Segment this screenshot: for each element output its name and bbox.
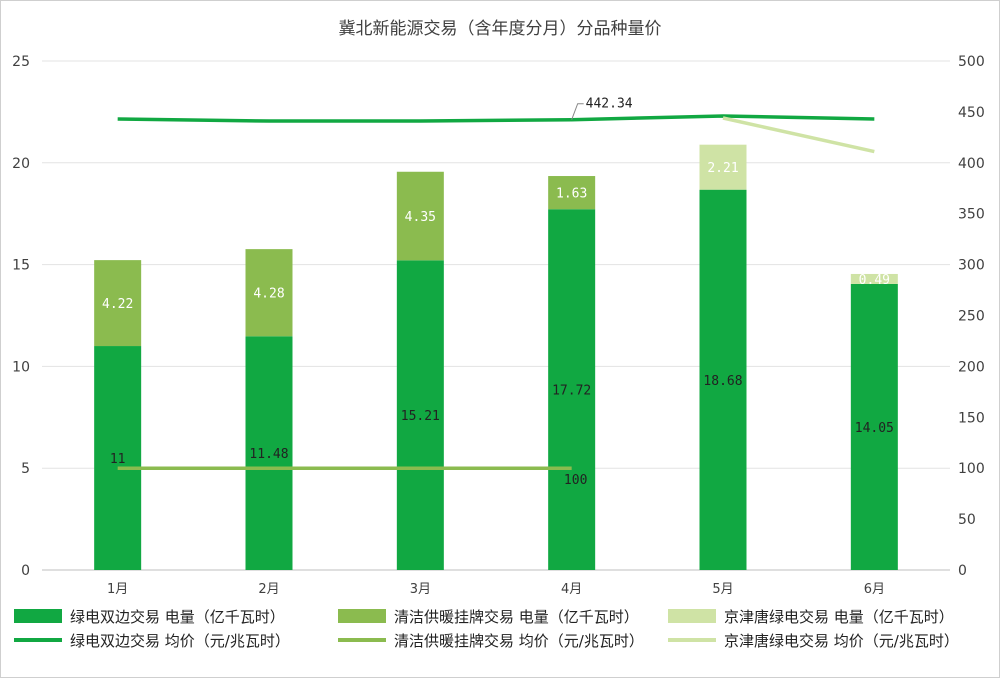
price-line: [117, 114, 875, 123]
x-axis-tick-label: 4月: [561, 582, 582, 597]
left-axis-tick-label: 25: [12, 54, 30, 70]
line-data-label: 100: [564, 473, 587, 488]
right-axis-tick-label: 400: [958, 156, 985, 172]
bar-data-label: 4.35: [405, 210, 436, 225]
right-axis-tick-label: 450: [958, 105, 985, 121]
legend-swatch: [14, 609, 62, 623]
bar-data-label: 4.22: [102, 297, 133, 312]
bar-data-label: 15.21: [401, 409, 440, 424]
legend-item-clean-heating-volume: 清洁供暖挂牌交易 电量（亿千瓦时）: [338, 604, 639, 628]
legend-item-jjt-green-price: 京津唐绿电交易 均价（元/兆瓦时）: [668, 628, 959, 652]
x-axis-tick-label: 3月: [410, 582, 431, 597]
bar-data-label: 1.63: [556, 187, 587, 202]
right-axis-tick-label: 250: [958, 309, 985, 325]
legend-item-green-bilateral-volume: 绿电双边交易 电量（亿千瓦时）: [14, 604, 285, 628]
price-line: [722, 116, 875, 154]
bar-data-label: 0.49: [859, 273, 890, 288]
bar-data-label: 11: [110, 452, 126, 467]
line-data-label: 442.34: [586, 97, 633, 112]
x-axis-tick-label: 2月: [258, 582, 279, 597]
bar-segment: [94, 346, 142, 570]
bar-segment: [396, 260, 444, 570]
bar-segment: [850, 273, 898, 284]
left-axis-tick-label: 5: [21, 461, 30, 477]
bar-data-label: 14.05: [855, 421, 894, 436]
legend-label: 清洁供暖挂牌交易 均价（元/兆瓦时）: [394, 631, 644, 650]
bar-segment: [699, 189, 747, 570]
legend-swatch: [668, 609, 716, 623]
x-axis-tick-label: 1月: [107, 582, 128, 597]
legend-label: 京津唐绿电交易 电量（亿千瓦时）: [724, 607, 954, 626]
bar-segment: [548, 209, 596, 570]
legend-label: 绿电双边交易 均价（元/兆瓦时）: [70, 631, 290, 650]
bar-segment: [396, 171, 444, 261]
left-axis-tick-label: 20: [12, 156, 30, 172]
bar-data-label: 18.68: [703, 374, 742, 389]
legend-label: 绿电双边交易 电量（亿千瓦时）: [70, 607, 285, 626]
right-axis-tick-label: 350: [958, 207, 985, 223]
bar-segment: [245, 336, 293, 570]
x-axis-tick-label: 6月: [864, 582, 885, 597]
legend-item-green-bilateral-price: 绿电双边交易 均价（元/兆瓦时）: [14, 628, 290, 652]
legend-swatch: [338, 609, 386, 623]
right-axis-tick-label: 500: [958, 54, 985, 70]
bar-data-label: 2.21: [707, 161, 738, 176]
annotation-leader: [571, 103, 584, 120]
bar-segment: [699, 144, 747, 190]
bar-data-label: 17.72: [552, 384, 591, 399]
chart-title: 冀北新能源交易（含年度分月）分品种量价: [338, 19, 662, 39]
bar-segment: [94, 260, 142, 347]
right-axis-tick-label: 200: [958, 359, 985, 375]
legend-swatch: [668, 638, 716, 642]
bar-data-label: 4.28: [253, 287, 284, 302]
legend-swatch: [338, 638, 386, 642]
legend-item-clean-heating-price: 清洁供暖挂牌交易 均价（元/兆瓦时）: [338, 628, 644, 652]
legend-label: 京津唐绿电交易 均价（元/兆瓦时）: [724, 631, 959, 650]
bar-segment: [245, 249, 293, 337]
legend-swatch: [14, 638, 62, 642]
right-axis-tick-label: 300: [958, 258, 985, 274]
left-axis-tick-label: 10: [12, 359, 30, 375]
bar-segment: [548, 176, 596, 210]
left-axis-tick-label: 0: [21, 563, 30, 579]
right-axis-tick-label: 150: [958, 410, 985, 426]
left-axis-tick-label: 15: [12, 258, 30, 274]
legend-item-jjt-green-volume: 京津唐绿电交易 电量（亿千瓦时）: [668, 604, 954, 628]
right-axis-tick-label: 50: [958, 512, 976, 528]
plot-area: 0510152025050100150200250300350400450500…: [12, 54, 985, 597]
legend-label: 清洁供暖挂牌交易 电量（亿千瓦时）: [394, 607, 639, 626]
bar-segment: [850, 283, 898, 570]
bar-data-label: 11.48: [249, 447, 288, 462]
right-axis-tick-label: 100: [958, 461, 985, 477]
right-axis-tick-label: 0: [958, 563, 967, 579]
x-axis-tick-label: 5月: [712, 582, 733, 597]
